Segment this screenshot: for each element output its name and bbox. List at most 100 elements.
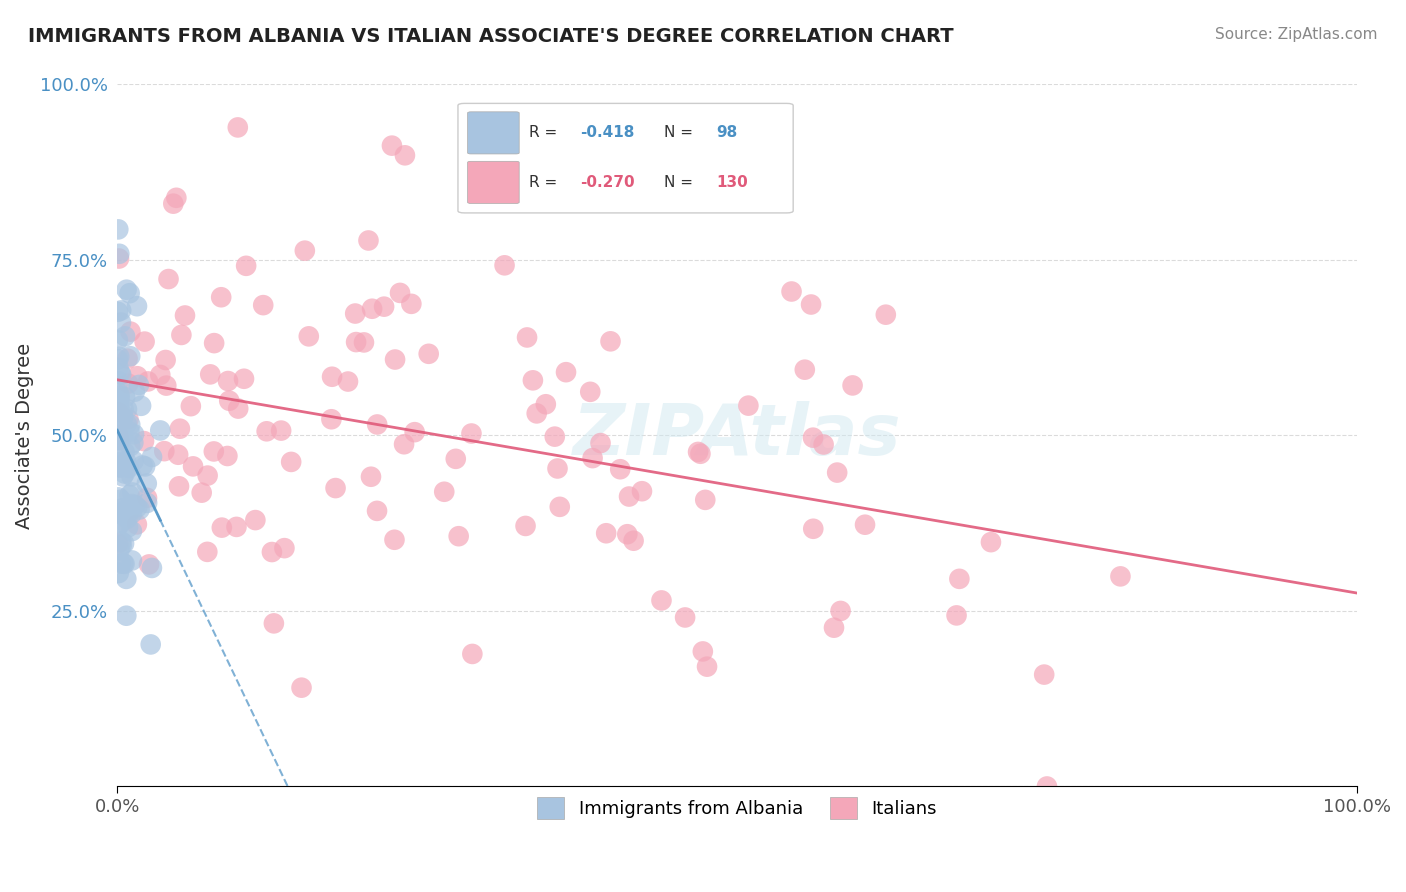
Point bbox=[1033, 667, 1056, 681]
Point bbox=[793, 362, 815, 376]
Point bbox=[107, 409, 129, 423]
Point bbox=[114, 467, 136, 481]
Point bbox=[110, 492, 132, 507]
Point bbox=[124, 498, 146, 512]
Point bbox=[118, 488, 141, 502]
Point bbox=[110, 516, 132, 530]
Point bbox=[460, 426, 482, 441]
Point bbox=[830, 604, 852, 618]
Point bbox=[534, 397, 557, 411]
Point bbox=[107, 519, 129, 533]
Point bbox=[444, 451, 467, 466]
Point bbox=[273, 541, 295, 556]
Point bbox=[114, 506, 136, 520]
Point bbox=[155, 378, 177, 392]
Point bbox=[381, 138, 404, 153]
Point bbox=[516, 330, 538, 344]
Point bbox=[120, 439, 142, 453]
Point bbox=[122, 427, 145, 442]
Point bbox=[114, 390, 136, 404]
Point bbox=[233, 372, 256, 386]
Point bbox=[353, 335, 375, 350]
Point bbox=[825, 466, 848, 480]
Point bbox=[110, 368, 132, 382]
Point bbox=[110, 557, 132, 571]
Point bbox=[1036, 780, 1059, 794]
Point bbox=[111, 538, 134, 552]
Point bbox=[813, 437, 835, 451]
Point bbox=[149, 368, 172, 382]
Point bbox=[623, 533, 645, 548]
Point bbox=[298, 329, 321, 343]
Point bbox=[945, 608, 967, 623]
Point bbox=[111, 469, 134, 483]
Point bbox=[609, 462, 631, 476]
Point bbox=[245, 513, 267, 527]
Point bbox=[548, 500, 571, 514]
Point bbox=[136, 491, 159, 505]
Point bbox=[202, 336, 225, 351]
Point bbox=[218, 393, 240, 408]
Point bbox=[107, 405, 129, 419]
Point bbox=[108, 460, 131, 475]
Point bbox=[141, 450, 163, 464]
Point bbox=[180, 399, 202, 413]
Point bbox=[360, 469, 382, 483]
Point bbox=[110, 414, 132, 428]
Point bbox=[780, 285, 803, 299]
Point bbox=[686, 445, 709, 459]
Point bbox=[118, 460, 141, 475]
Point bbox=[673, 610, 696, 624]
Point bbox=[121, 524, 143, 538]
Point bbox=[115, 572, 138, 586]
Point bbox=[110, 433, 132, 447]
Point bbox=[418, 347, 440, 361]
Point bbox=[217, 449, 239, 463]
Point bbox=[111, 455, 134, 469]
Point bbox=[125, 517, 148, 532]
Point bbox=[108, 417, 131, 431]
Point bbox=[494, 258, 516, 272]
Point bbox=[167, 448, 190, 462]
Point bbox=[260, 545, 283, 559]
Point bbox=[689, 447, 711, 461]
Point bbox=[169, 422, 191, 436]
Point bbox=[118, 286, 141, 301]
Point bbox=[115, 608, 138, 623]
Point bbox=[165, 191, 187, 205]
Point bbox=[344, 334, 367, 349]
Point bbox=[117, 376, 139, 391]
Point bbox=[112, 411, 135, 425]
Point bbox=[108, 252, 131, 266]
Point bbox=[404, 425, 426, 439]
Point bbox=[235, 259, 257, 273]
Point bbox=[117, 520, 139, 534]
Point bbox=[118, 425, 141, 439]
Point bbox=[384, 533, 406, 547]
Point bbox=[136, 496, 159, 510]
Point bbox=[263, 616, 285, 631]
Point bbox=[617, 490, 640, 504]
Point bbox=[650, 593, 672, 607]
Point bbox=[120, 417, 142, 432]
Point bbox=[107, 507, 129, 521]
Point bbox=[294, 244, 316, 258]
Point bbox=[200, 368, 222, 382]
Point bbox=[108, 392, 131, 406]
Point bbox=[122, 454, 145, 468]
Point bbox=[361, 301, 384, 316]
Point bbox=[692, 644, 714, 658]
Point bbox=[107, 385, 129, 400]
Point bbox=[522, 373, 544, 387]
Point bbox=[120, 349, 142, 363]
Point bbox=[120, 325, 142, 339]
Point bbox=[127, 500, 149, 515]
Point bbox=[149, 424, 172, 438]
Point bbox=[111, 409, 134, 424]
Point bbox=[128, 378, 150, 392]
Point bbox=[579, 384, 602, 399]
Point bbox=[433, 484, 456, 499]
Y-axis label: Associate's Degree: Associate's Degree bbox=[15, 343, 34, 529]
Point bbox=[155, 353, 177, 368]
Text: IMMIGRANTS FROM ALBANIA VS ITALIAN ASSOCIATE'S DEGREE CORRELATION CHART: IMMIGRANTS FROM ALBANIA VS ITALIAN ASSOC… bbox=[28, 27, 953, 45]
